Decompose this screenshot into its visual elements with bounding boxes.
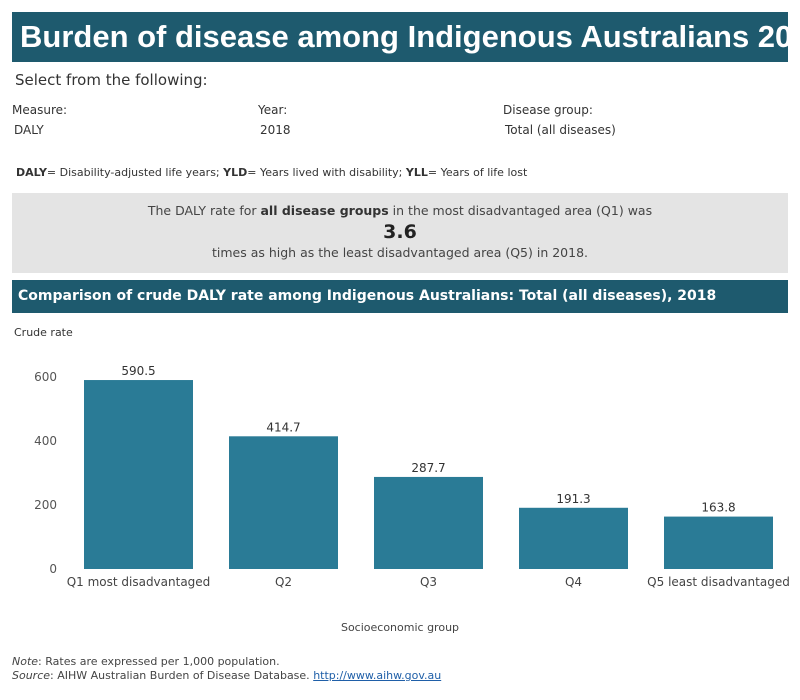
note-label: Note: [12, 655, 39, 668]
measure-label: Measure:: [12, 103, 68, 117]
year-filter[interactable]: Year: 2018: [258, 103, 291, 137]
measure-filter[interactable]: Measure: DALY: [12, 103, 67, 137]
yll-key: YLL: [405, 166, 428, 179]
y-tick-label: 200: [34, 498, 57, 512]
page-title: Burden of disease among Indigenous Austr…: [20, 19, 800, 54]
x-tick-label: Q3: [420, 575, 437, 589]
bar: [664, 516, 773, 569]
disease-group-filter[interactable]: Disease group: Total (all diseases): [503, 103, 616, 137]
chart-title: Comparison of crude DALY rate among Indi…: [18, 288, 717, 304]
data-label: 191.3: [556, 492, 590, 506]
y-tick-label: 0: [49, 562, 57, 576]
bar: [84, 380, 193, 569]
daly-key: DALY: [16, 166, 47, 179]
title-banner: Burden of disease among Indigenous Austr…: [12, 12, 800, 62]
yll-text: = Years of life lost: [427, 166, 528, 179]
x-axis-title: Socioeconomic group: [341, 621, 459, 634]
yld-text: = Years lived with disability;: [247, 166, 406, 179]
bar: [374, 476, 483, 569]
source-label: Source: [12, 669, 51, 682]
disease-group-label: Disease group:: [503, 103, 593, 117]
data-label: 414.7: [266, 420, 300, 434]
summary-bold: all disease groups: [260, 203, 389, 218]
bar-chart: Crude rate 0 200 400 600 590.5 Q1 most disadva…: [14, 326, 790, 634]
year-value[interactable]: 2018: [260, 123, 291, 137]
daly-text: = Disability-adjusted life years;: [46, 166, 224, 179]
summary-post: in the most disadvantaged area (Q1) was: [388, 203, 653, 218]
source-link[interactable]: http://www.aihw.gov.au: [313, 669, 442, 682]
abbreviation-definitions: DALY= Disability-adjusted life years; YL…: [16, 166, 527, 179]
source-line: Source: AIHW Australian Burden of Diseas…: [12, 669, 441, 683]
yld-key: YLD: [223, 166, 248, 179]
data-label: 287.7: [411, 461, 445, 475]
x-tick-label: Q4: [565, 575, 582, 589]
disease-group-value[interactable]: Total (all diseases): [505, 123, 616, 137]
year-label: Year:: [258, 103, 288, 117]
measure-value[interactable]: DALY: [14, 123, 44, 137]
y-tick-label: 400: [34, 434, 57, 448]
footnote: Note: Rates are expressed per 1,000 popu…: [12, 655, 441, 683]
summary-line-3: times as high as the least disadvantaged…: [211, 245, 589, 260]
chart-title-banner: Comparison of crude DALY rate among Indi…: [12, 280, 788, 313]
summary-ratio: 3.6: [383, 221, 417, 243]
x-tick-label: Q2: [275, 575, 292, 589]
source-text: : AIHW Australian Burden of Disease Data…: [50, 669, 314, 682]
x-tick-label: Q5 least disadvantaged: [647, 575, 790, 589]
y-tick-label: 600: [34, 370, 57, 384]
data-label: 590.5: [121, 364, 155, 378]
data-label: 163.8: [701, 501, 735, 515]
note-text: : Rates are expressed per 1,000 populati…: [38, 655, 280, 668]
filters-heading: Select from the following:: [15, 71, 208, 89]
summary-pre: The DALY rate for: [147, 203, 261, 218]
bar: [519, 507, 628, 569]
x-tick-label: Q1 most disadvantaged: [67, 575, 211, 589]
note-line: Note: Rates are expressed per 1,000 popu…: [12, 655, 441, 669]
bar: [229, 436, 338, 569]
summary-line-1: The DALY rate for all disease groups in …: [12, 203, 788, 218]
summary-box: The DALY rate for all disease groups in …: [12, 193, 788, 273]
y-axis-title: Crude rate: [14, 326, 73, 339]
